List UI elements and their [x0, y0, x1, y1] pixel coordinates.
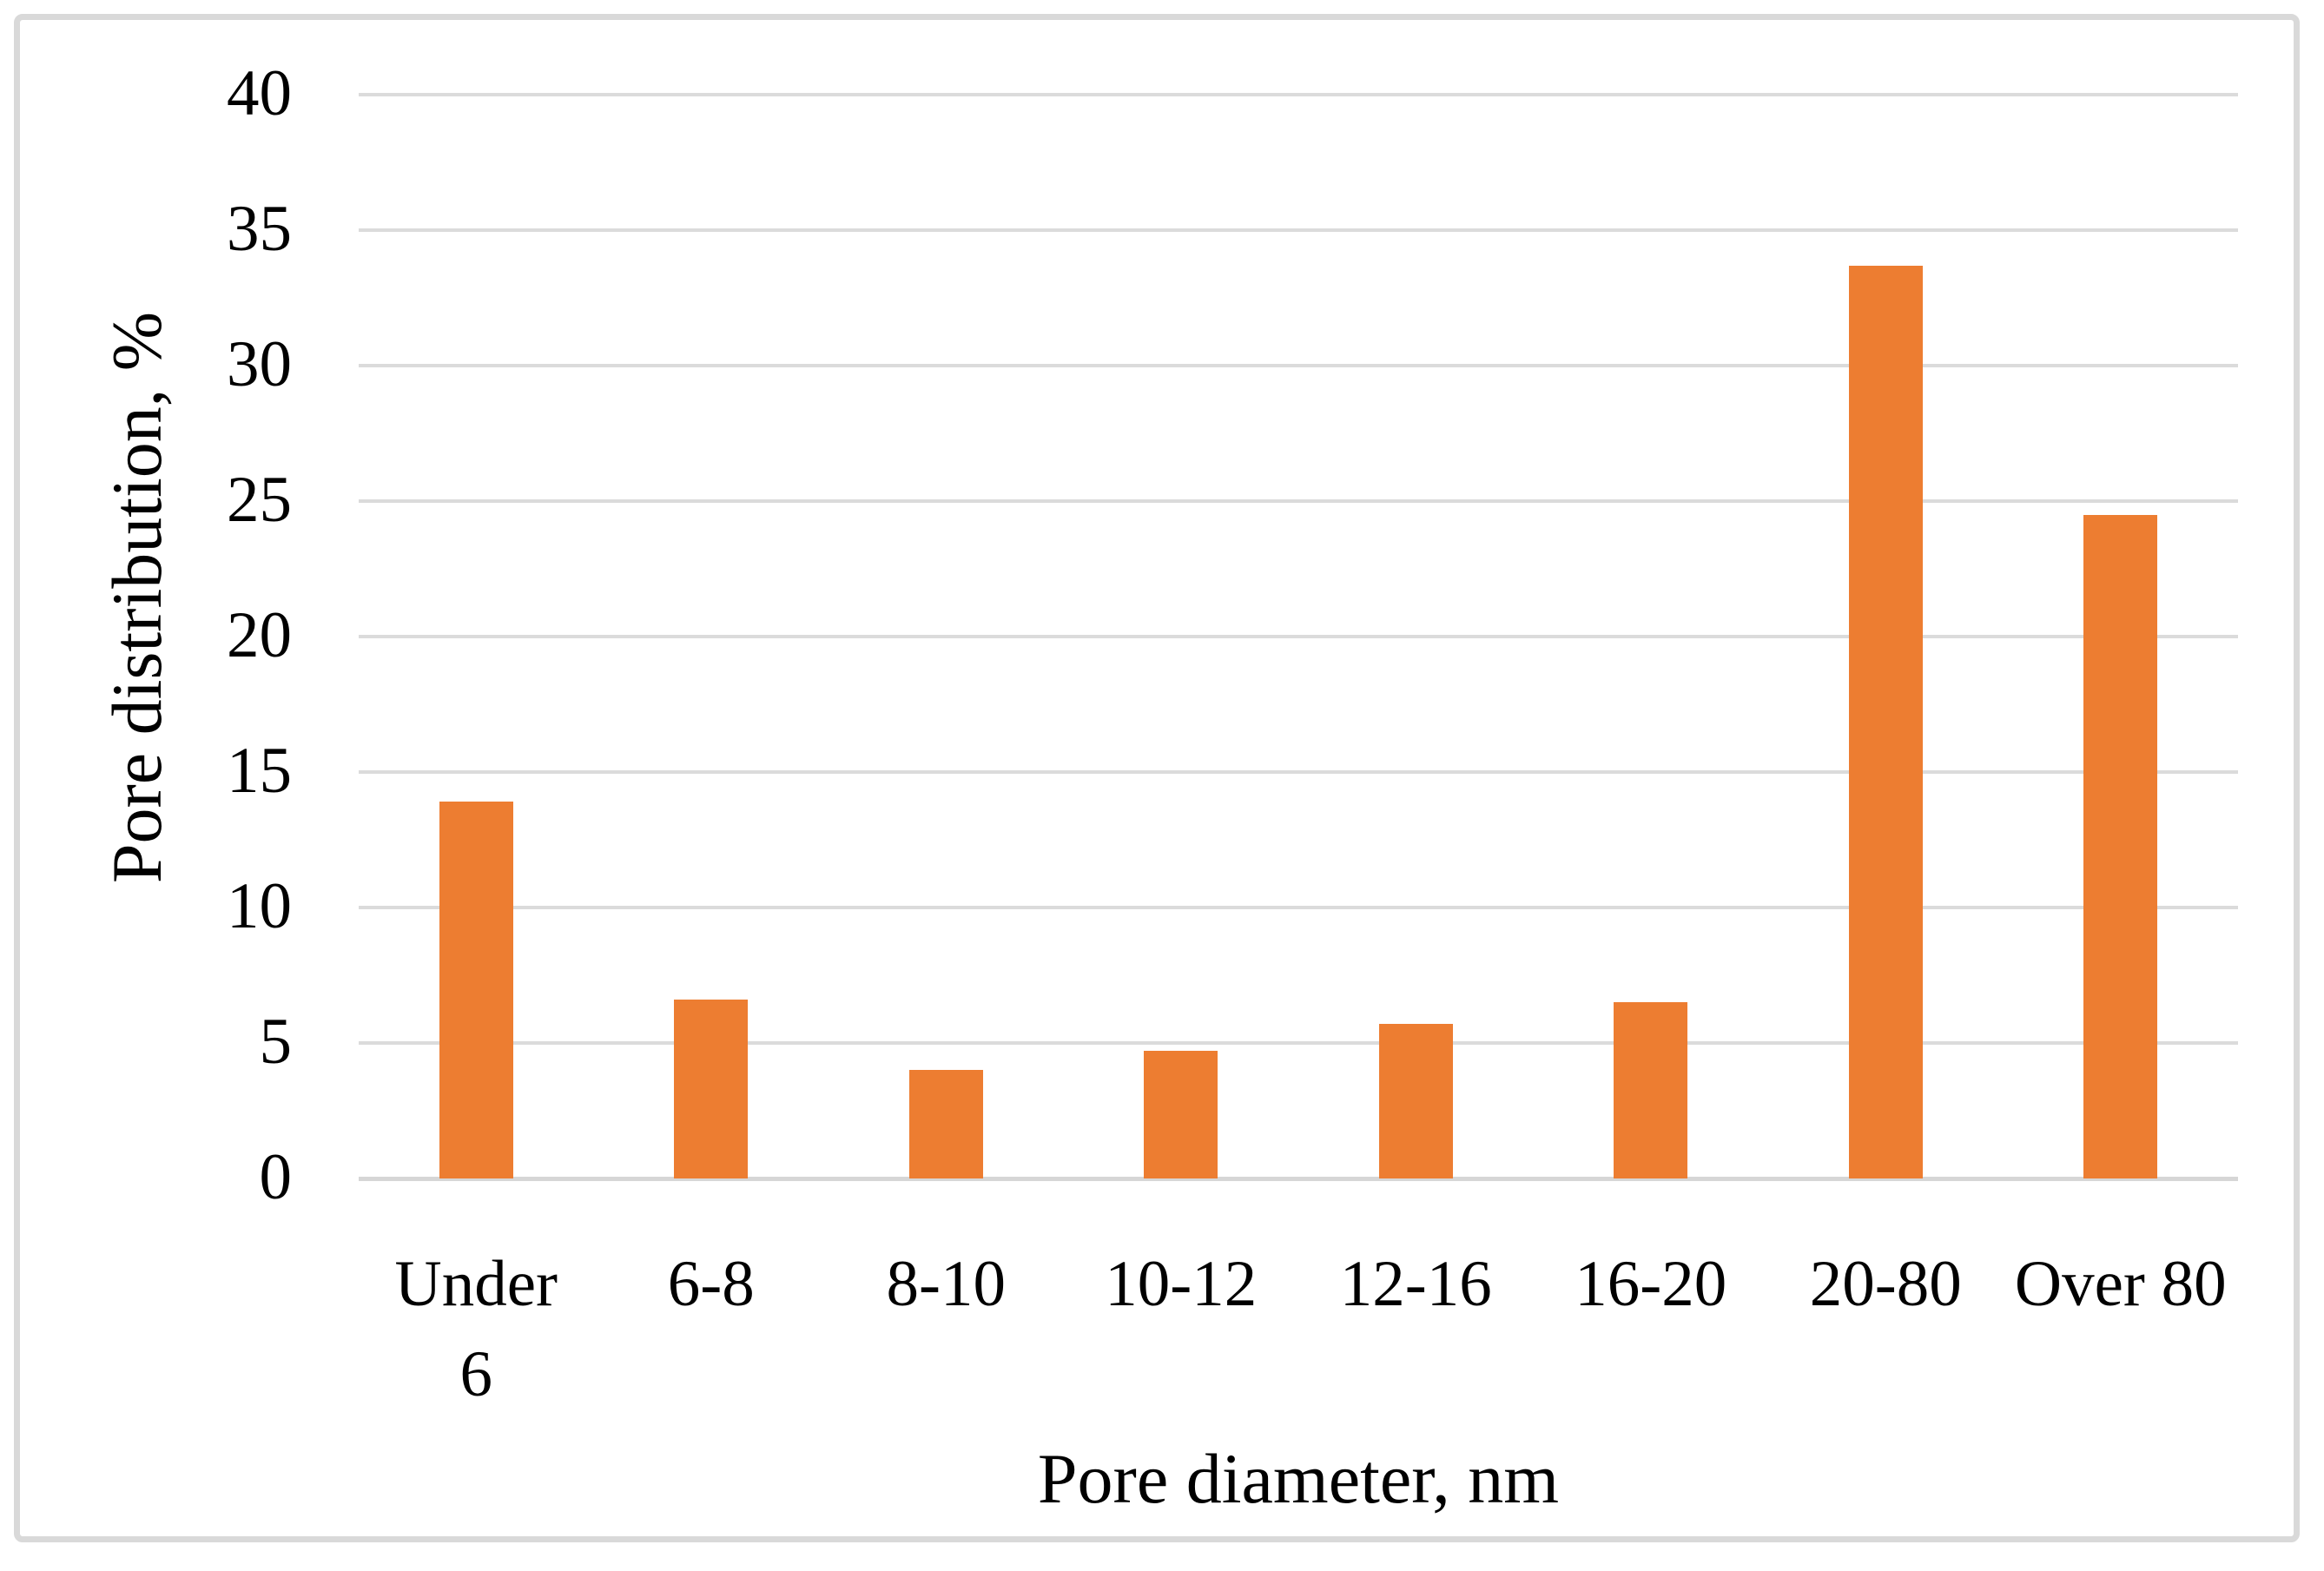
x-category-label: 8-10	[886, 1248, 1006, 1320]
x-category-label: 10-12	[1105, 1248, 1258, 1320]
y-tick-label: 30	[227, 328, 292, 400]
gridline	[359, 499, 2238, 503]
y-tick-label: 35	[227, 193, 292, 265]
x-category-label: 6-8	[667, 1248, 755, 1320]
chart-border	[14, 14, 2300, 1542]
x-category-label: Over 80	[2014, 1248, 2227, 1320]
bar-under-6	[439, 802, 513, 1178]
y-tick-label: 10	[227, 870, 292, 942]
bar-12-16	[1378, 1024, 1453, 1178]
bar-16-20	[1614, 1002, 1688, 1178]
x-axis-title: Pore diameter, nm	[1037, 1439, 1560, 1518]
y-tick-label: 25	[227, 464, 292, 536]
y-tick-label: 0	[259, 1141, 293, 1213]
x-category-label: Under 6	[394, 1248, 558, 1410]
y-axis-title: Pore distribution, %	[97, 311, 176, 884]
x-category-label: 12-16	[1339, 1248, 1492, 1320]
x-category-label: 16-20	[1575, 1248, 1727, 1320]
x-category-label: 20-80	[1809, 1248, 1962, 1320]
gridline	[359, 635, 2238, 638]
x-axis-line	[359, 1177, 2238, 1181]
y-tick-label: 40	[227, 57, 292, 129]
y-tick-label: 5	[259, 1006, 293, 1078]
y-tick-label: 20	[227, 599, 292, 671]
bar-6-8	[674, 1000, 749, 1178]
bar-8-10	[908, 1070, 983, 1178]
gridline	[359, 364, 2238, 367]
gridline	[359, 770, 2238, 774]
gridline	[359, 906, 2238, 909]
gridline	[359, 93, 2238, 96]
bar-10-12	[1144, 1051, 1218, 1178]
y-tick-label: 15	[227, 735, 292, 807]
bar-over-80	[2083, 514, 2158, 1178]
gridline	[359, 1041, 2238, 1045]
bar-20-80	[1848, 265, 1923, 1178]
gridline	[359, 228, 2238, 232]
